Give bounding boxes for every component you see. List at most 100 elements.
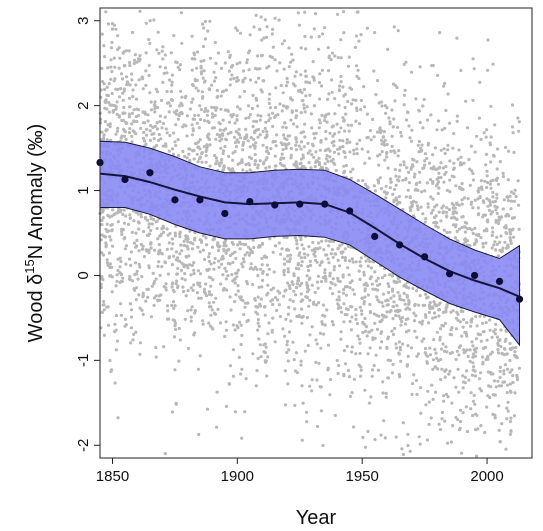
scatter-point	[221, 151, 225, 156]
scatter-point	[312, 27, 316, 31]
scatter-point	[346, 244, 350, 248]
scatter-point	[409, 346, 414, 350]
scatter-point	[312, 302, 316, 306]
scatter-point	[290, 280, 294, 284]
scatter-point	[194, 79, 198, 83]
scatter-point	[128, 127, 132, 131]
scatter-point	[495, 196, 499, 200]
scatter-point	[498, 365, 502, 369]
scatter-point	[403, 88, 407, 92]
scatter-point	[217, 249, 221, 253]
scatter-point	[156, 138, 161, 142]
scatter-point	[170, 80, 174, 84]
scatter-point	[451, 206, 455, 210]
scatter-point	[295, 242, 299, 246]
scatter-point	[236, 284, 240, 288]
scatter-point	[394, 196, 398, 200]
scatter-point	[493, 204, 497, 208]
scatter-point	[223, 144, 227, 149]
scatter-point	[458, 426, 462, 430]
scatter-point	[193, 57, 197, 61]
scatter-point	[121, 228, 125, 232]
scatter-point	[363, 182, 368, 186]
scatter-point	[301, 130, 306, 134]
scatter-point	[242, 242, 246, 246]
scatter-point	[505, 195, 509, 199]
scatter-point	[418, 65, 422, 69]
scatter-point	[359, 256, 363, 260]
scatter-point	[157, 260, 161, 264]
mean-point	[346, 207, 354, 215]
scatter-point	[412, 311, 416, 315]
scatter-point	[225, 328, 229, 332]
scatter-point	[109, 77, 113, 81]
scatter-point	[448, 159, 452, 163]
scatter-point	[440, 417, 444, 421]
scatter-point	[253, 297, 257, 301]
scatter-point	[106, 263, 110, 267]
scatter-point	[265, 25, 269, 29]
scatter-point	[128, 105, 132, 109]
scatter-point	[344, 163, 348, 168]
scatter-point	[402, 284, 406, 288]
scatter-point	[382, 314, 386, 318]
scatter-point	[132, 119, 136, 123]
scatter-point	[238, 295, 242, 299]
scatter-point	[343, 258, 347, 262]
scatter-point	[193, 236, 197, 240]
scatter-point	[116, 126, 120, 130]
scatter-point	[508, 236, 512, 240]
scatter-point	[169, 97, 174, 102]
scatter-point	[287, 284, 291, 288]
scatter-point	[389, 309, 393, 313]
scatter-point	[284, 248, 288, 252]
scatter-point	[440, 410, 444, 415]
scatter-point	[258, 159, 262, 163]
scatter-point	[178, 63, 182, 67]
scatter-point	[117, 114, 121, 118]
scatter-point	[300, 384, 304, 388]
scatter-point	[412, 158, 416, 162]
scatter-point	[235, 271, 239, 275]
scatter-point	[446, 143, 450, 147]
scatter-point	[234, 293, 238, 297]
scatter-point	[495, 167, 499, 171]
scatter-point	[462, 225, 466, 229]
scatter-point	[208, 164, 212, 168]
scatter-point	[236, 162, 240, 166]
scatter-point	[229, 308, 233, 312]
scatter-point	[320, 320, 324, 324]
scatter-point	[501, 246, 505, 250]
scatter-point	[423, 152, 427, 156]
scatter-point	[286, 270, 290, 274]
scatter-point	[434, 224, 438, 228]
scatter-point	[504, 224, 508, 228]
scatter-point	[378, 282, 382, 286]
scatter-point	[176, 256, 180, 260]
scatter-point	[122, 237, 126, 241]
scatter-point	[328, 239, 332, 243]
scatter-point	[160, 126, 164, 130]
scatter-point	[109, 58, 113, 62]
scatter-point	[256, 295, 260, 299]
scatter-point	[215, 159, 219, 163]
scatter-point	[282, 142, 287, 146]
scatter-point	[509, 241, 513, 245]
scatter-point	[437, 422, 441, 426]
scatter-point	[293, 293, 298, 297]
scatter-point	[383, 436, 387, 440]
scatter-point	[364, 325, 369, 329]
scatter-point	[251, 267, 255, 271]
scatter-point	[483, 430, 487, 435]
scatter-point	[350, 279, 354, 283]
mean-point	[271, 201, 279, 209]
scatter-point	[416, 143, 420, 147]
scatter-point	[446, 148, 450, 152]
scatter-point	[401, 342, 405, 346]
scatter-point	[256, 274, 260, 278]
scatter-point	[188, 107, 192, 111]
scatter-point	[261, 79, 265, 83]
scatter-point	[404, 118, 409, 122]
scatter-point	[128, 302, 132, 306]
scatter-point	[484, 163, 488, 167]
